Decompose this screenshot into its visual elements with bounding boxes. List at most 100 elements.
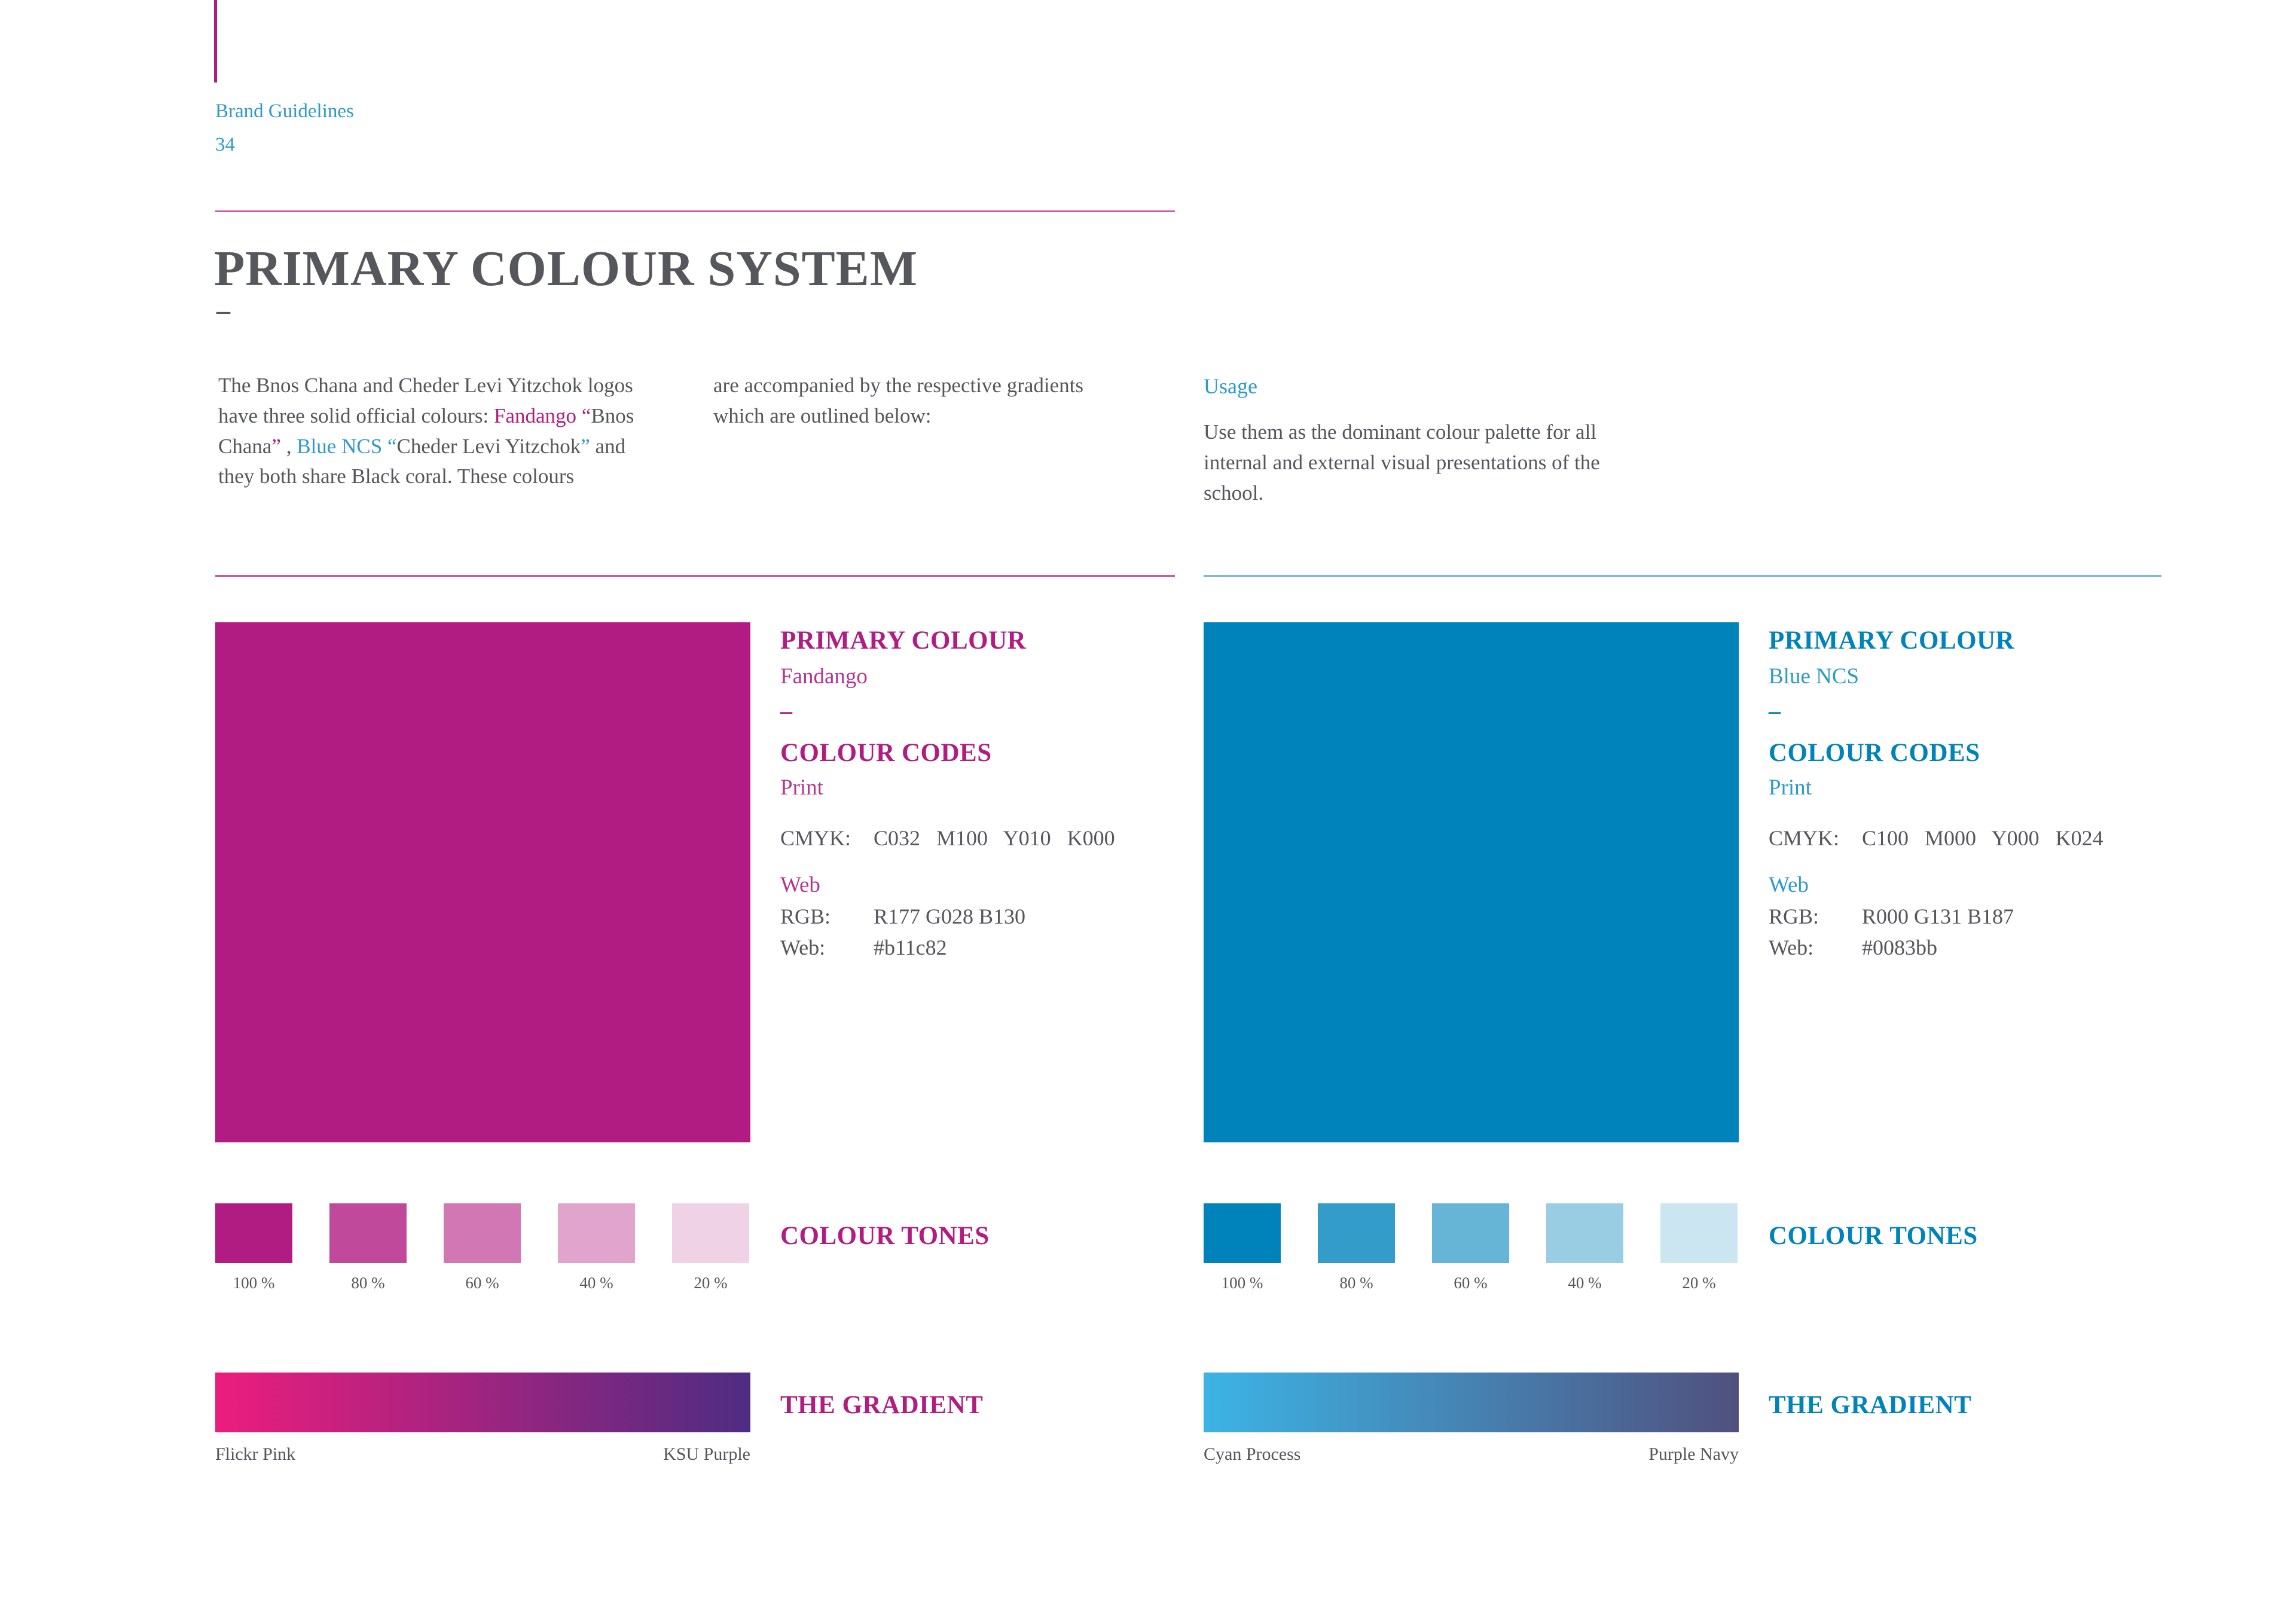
gradient-bar: [215, 1373, 750, 1432]
fandango-panel-divider: [215, 575, 1175, 577]
cmyk-label: CMYK:: [780, 826, 851, 850]
blue-ncs-panel-divider: [1204, 575, 2161, 577]
corner-accent-line: [214, 0, 217, 82]
intro-text-segment: The Bnos Chana and Cheder Levi Yitzchok …: [218, 374, 633, 427]
print-label: Print: [1769, 775, 1812, 800]
usage-text: Use them as the dominant colour palette …: [1204, 420, 1600, 505]
intro-text-segment: Fandango: [494, 404, 577, 427]
intro-continuation: are accompanied by the respective gradie…: [713, 374, 1084, 427]
tone-swatch: [672, 1203, 749, 1263]
primary-colour-heading: PRIMARY COLOUR: [780, 626, 1027, 655]
gradient-heading: THE GRADIENT: [780, 1391, 984, 1419]
colour-codes-heading: COLOUR CODES: [1769, 739, 1980, 767]
intro-text-segment: ”: [581, 434, 590, 458]
hex-label: Web:: [1769, 936, 1814, 959]
tone-item: 20 %: [1660, 1203, 1738, 1292]
cmyk-label: CMYK:: [1769, 826, 1840, 850]
tone-item: 60 %: [444, 1203, 521, 1292]
tone-item: 80 %: [1318, 1203, 1395, 1292]
intro-text-segment: [576, 404, 582, 427]
page-title: PRIMARY COLOUR SYSTEM: [214, 241, 918, 297]
intro-text-segment: Blue NCS: [297, 434, 383, 458]
intro-text-segment: Bnos Chana: [218, 404, 634, 458]
tone-label: 100 %: [1221, 1274, 1263, 1292]
tone-label: 40 %: [1568, 1274, 1602, 1292]
web-section-label: Web: [780, 873, 820, 897]
tone-swatch: [558, 1203, 635, 1263]
tone-label: 80 %: [1339, 1274, 1373, 1292]
tone-swatch: [1660, 1203, 1738, 1263]
tone-label: 80 %: [351, 1274, 385, 1292]
tone-label: 20 %: [1682, 1274, 1716, 1292]
tone-label: 60 %: [465, 1274, 499, 1292]
usage-block: Usage Use them as the dominant colour pa…: [1204, 371, 1616, 508]
usage-heading: Usage: [1204, 374, 1257, 398]
web-section-label: Web: [1769, 873, 1809, 897]
colour-name: Blue NCS: [1769, 664, 1860, 689]
gradient-end-label: KSU Purple: [663, 1444, 750, 1464]
colour-tones-heading: COLOUR TONES: [780, 1222, 990, 1250]
colour-name: Fandango: [780, 664, 868, 689]
tone-swatch: [1546, 1203, 1623, 1263]
tone-label: 60 %: [1454, 1274, 1488, 1292]
intro-text-segment: Cheder Levi Yitzchok: [396, 434, 581, 458]
tone-item: 80 %: [329, 1203, 407, 1292]
tone-item: 100 %: [215, 1203, 292, 1292]
intro-text-segment: ”: [271, 434, 281, 458]
tone-item: 100 %: [1204, 1203, 1281, 1292]
primary-colour-heading: PRIMARY COLOUR: [1769, 626, 2015, 655]
gradient-start-label: Cyan Process: [1204, 1444, 1301, 1464]
colour-tones-heading: COLOUR TONES: [1769, 1222, 1978, 1250]
fandango-panel: PRIMARY COLOUR Fandango – COLOUR CODES P…: [215, 622, 1174, 1465]
hex-row: Web: #0083bb: [1769, 935, 2103, 960]
page-number: 34: [215, 134, 235, 155]
cmyk-row: CMYK: C100 M000 Y000 K024: [1769, 826, 2103, 851]
title-dash: –: [216, 295, 230, 325]
hex-value: #0083bb: [1862, 936, 1937, 959]
hex-label: Web:: [780, 936, 826, 959]
tone-swatch: [444, 1203, 521, 1263]
gradient-end-label: Purple Navy: [1648, 1444, 1739, 1464]
tone-swatch: [215, 1203, 292, 1263]
tone-swatch: [1432, 1203, 1509, 1263]
hex-row: Web: #b11c82: [780, 935, 1115, 960]
tone-label: 20 %: [694, 1274, 728, 1292]
intro-text-segment: “: [387, 434, 397, 458]
colour-codes-heading: COLOUR CODES: [780, 739, 992, 767]
intro-text-segment: ,: [280, 434, 297, 458]
colour-tones-swatches: 100 % 80 % 60 % 40 % 20 %: [215, 1203, 750, 1292]
rgb-label: RGB:: [780, 904, 831, 928]
cmyk-row: CMYK: C032 M100 Y010 K000: [780, 826, 1115, 851]
section-dash: –: [780, 697, 792, 724]
tone-item: 40 %: [1546, 1203, 1623, 1292]
rgb-label: RGB:: [1769, 904, 1819, 928]
colour-info: PRIMARY COLOUR Blue NCS – COLOUR CODES P…: [1769, 622, 2103, 1142]
gradient-bar: [1204, 1373, 1739, 1432]
rgb-row: RGB: R000 G131 B187: [1769, 904, 2103, 929]
section-dash: –: [1769, 697, 1781, 724]
breadcrumb: Brand Guidelines: [215, 100, 354, 122]
hex-value: #b11c82: [874, 936, 947, 959]
gradient-row: Cyan Process Purple Navy THE GRADIENT: [1204, 1373, 2162, 1465]
rgb-value: R000 G131 B187: [1862, 904, 2014, 928]
primary-colour-swatch: [1204, 622, 1739, 1142]
tone-swatch: [1204, 1203, 1281, 1263]
tone-item: 60 %: [1432, 1203, 1509, 1292]
colour-tones-row: 100 % 80 % 60 % 40 % 20 % COLOUR TONES: [215, 1203, 1174, 1292]
rgb-row: RGB: R177 G028 B130: [780, 904, 1115, 929]
tone-label: 40 %: [579, 1274, 613, 1292]
cmyk-value: C100 M000 Y000 K024: [1862, 826, 2103, 850]
title-divider-line: [215, 210, 1175, 212]
cmyk-value: C032 M100 Y010 K000: [874, 826, 1115, 850]
tone-item: 40 %: [558, 1203, 635, 1292]
gradient-row: Flickr Pink KSU Purple THE GRADIENT: [215, 1373, 1174, 1465]
tone-label: 100 %: [233, 1274, 275, 1292]
tone-item: 20 %: [672, 1203, 749, 1292]
primary-colour-swatch: [215, 622, 750, 1142]
gradient-heading: THE GRADIENT: [1769, 1391, 1972, 1419]
colour-tones-swatches: 100 % 80 % 60 % 40 % 20 %: [1204, 1203, 1739, 1292]
colour-info: PRIMARY COLOUR Fandango – COLOUR CODES P…: [780, 622, 1115, 1142]
intro-text-segment: and they both share Black coral. These c…: [218, 434, 626, 488]
tone-swatch: [1318, 1203, 1395, 1263]
rgb-value: R177 G028 B130: [874, 904, 1026, 928]
